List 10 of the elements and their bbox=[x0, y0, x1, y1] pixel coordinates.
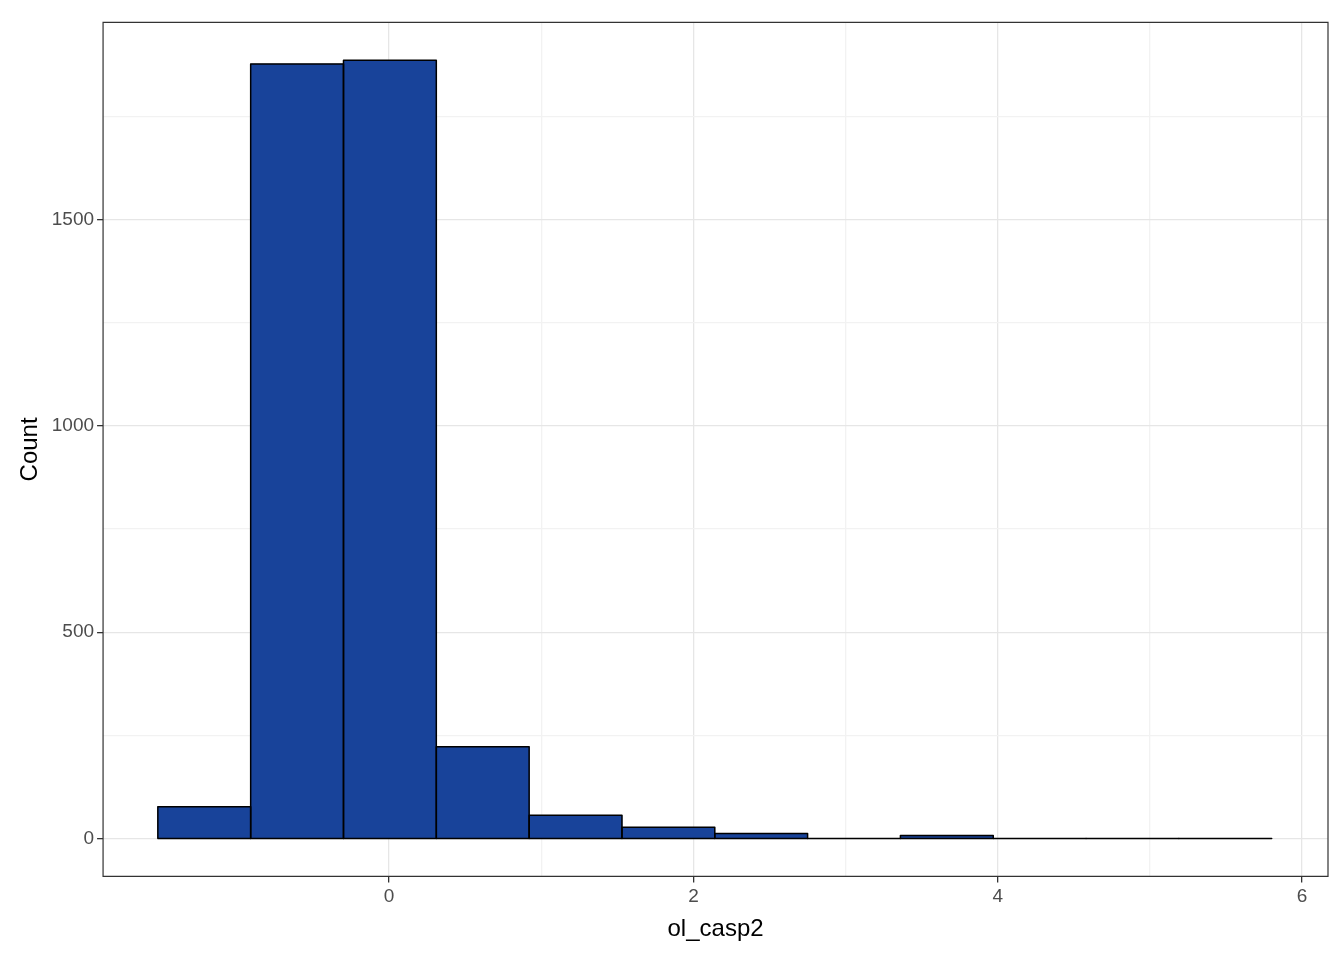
y-tick-label: 0 bbox=[83, 826, 95, 848]
y-axis-title: Count bbox=[15, 417, 43, 482]
x-tick-label: 4 bbox=[992, 885, 1004, 907]
x-tick-label: 0 bbox=[383, 885, 395, 907]
x-tick-label: 2 bbox=[688, 885, 699, 907]
y-tick-label: 1000 bbox=[51, 414, 95, 436]
y-tick-label: 500 bbox=[62, 620, 95, 642]
x-tick-label: 6 bbox=[1296, 885, 1308, 907]
y-tick-label: 1500 bbox=[51, 207, 95, 229]
x-axis-title: ol_casp2 bbox=[667, 914, 764, 942]
